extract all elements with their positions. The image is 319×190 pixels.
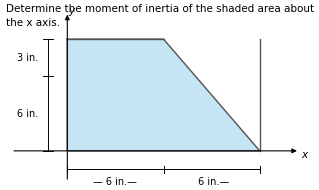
Text: 3 in.: 3 in. [17,53,39,63]
Text: the x axis.: the x axis. [6,18,61,28]
Text: Determine the moment of inertia of the shaded area about: Determine the moment of inertia of the s… [6,4,315,14]
Text: — 6 in.—: — 6 in.— [93,177,137,187]
Text: 6 in.: 6 in. [17,109,39,119]
Text: 6 in.—: 6 in.— [195,177,229,187]
Text: y: y [68,6,74,16]
Polygon shape [67,39,260,151]
Text: x: x [301,150,308,160]
